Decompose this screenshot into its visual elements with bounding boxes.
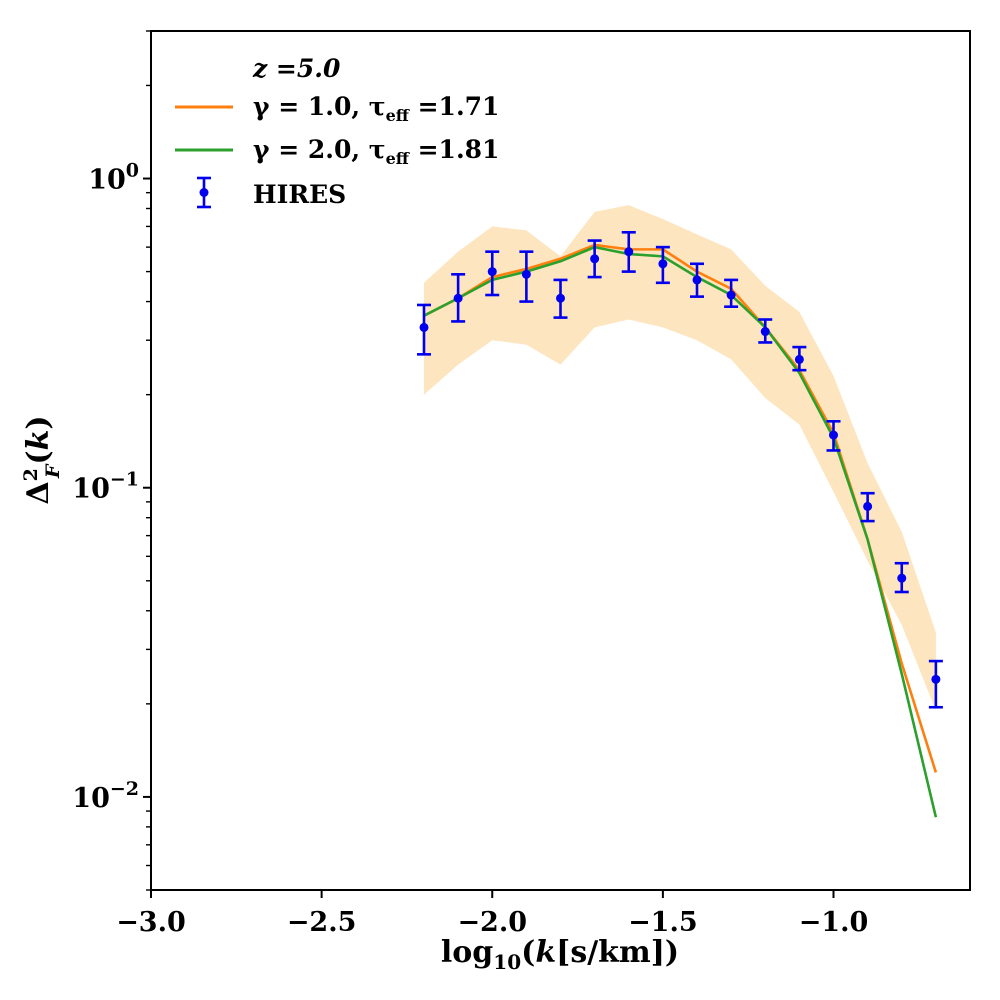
x-tick-label: −1.0 (799, 907, 869, 938)
x-ticks: −3.0 −2.5 −2.0 −1.5 −1.0 (116, 890, 868, 938)
hires-point (758, 318, 773, 344)
data-point (863, 501, 873, 511)
series-line-2 (423, 245, 938, 818)
x-tick-label: −2.0 (457, 907, 527, 938)
legend-label-series-1: γ = 1.0, τeff =1.71 (253, 92, 499, 125)
y-tick-label: 10−1 (72, 469, 139, 505)
y-axis-label: Δ2F(k) (20, 415, 64, 504)
legend-label-series-2: γ = 2.0, τeff =1.81 (253, 135, 499, 168)
hires-point (519, 250, 534, 303)
model-range-band (424, 205, 936, 711)
data-point (658, 259, 668, 269)
data-point (760, 327, 770, 337)
data-point (897, 573, 907, 583)
data-point (692, 275, 702, 285)
data-point (931, 674, 941, 684)
data-point (624, 247, 634, 257)
hires-point (485, 250, 500, 297)
hires-point (621, 231, 636, 273)
data-point (829, 430, 838, 440)
x-tick-label: −1.5 (628, 907, 698, 938)
hires-point (792, 345, 807, 372)
hires-point (655, 245, 670, 285)
data-point (556, 293, 565, 303)
legend-title: z =5.0 (252, 54, 341, 83)
hires-point (690, 262, 704, 298)
data-point (794, 354, 804, 364)
hires-point (553, 278, 568, 319)
hires-point (724, 278, 739, 309)
hires-point (826, 419, 841, 452)
series-layer (423, 243, 938, 818)
x-axis-label: log10(k[s/km]) (441, 935, 679, 974)
y-tick-label: 10−2 (72, 778, 139, 814)
hires-point (451, 273, 466, 323)
data-point (419, 322, 429, 332)
data-point (726, 290, 736, 300)
hires-point (928, 659, 943, 709)
data-point (590, 254, 600, 264)
hires-point (587, 239, 602, 279)
legend-marker-hires (197, 176, 211, 209)
plot-frame (150, 30, 971, 891)
errorbar-layer (417, 231, 943, 709)
legend: z =5.0 γ = 1.0, τeff =1.71 γ = 2.0, τeff… (175, 54, 499, 209)
hires-point (417, 303, 431, 356)
data-point (487, 267, 497, 277)
legend-label-hires: HIRES (253, 180, 346, 209)
x-tick-label: −2.5 (287, 907, 357, 938)
band-layer (424, 205, 936, 711)
hires-point (894, 561, 909, 594)
x-tick-label: −3.0 (116, 907, 186, 938)
legend-data-point (199, 188, 209, 197)
y-ticks: 100 10−1 10−2 (72, 30, 151, 891)
y-tick-label: 100 (88, 160, 139, 196)
data-point (521, 269, 531, 279)
data-point (453, 293, 463, 303)
hires-point (860, 491, 875, 523)
